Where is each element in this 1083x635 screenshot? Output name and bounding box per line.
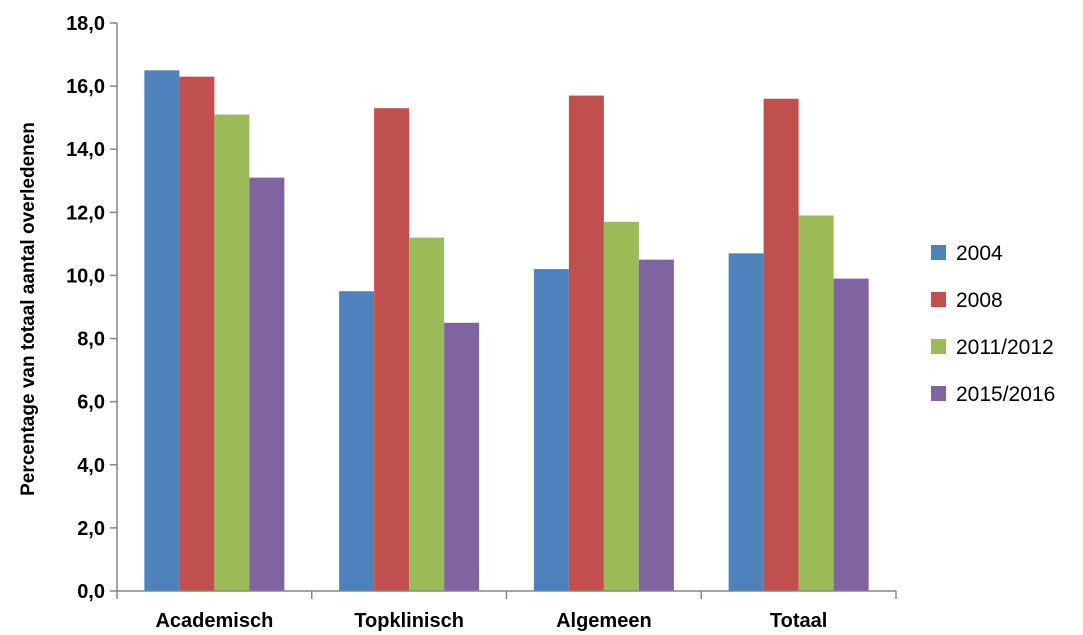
legend-swatch bbox=[931, 245, 946, 260]
y-tick-label: 4,0 bbox=[77, 455, 105, 477]
bar-2004-academisch bbox=[144, 70, 180, 592]
bar-2008-totaal bbox=[763, 98, 799, 591]
legend-swatch bbox=[931, 292, 946, 307]
bar-2004-algemeen bbox=[533, 269, 569, 591]
legend-label: 2011/2012 bbox=[956, 336, 1054, 359]
legend-label: 2004 bbox=[956, 242, 1003, 265]
y-tick-label: 8,0 bbox=[77, 329, 105, 351]
bar-2011-2012-algemeen bbox=[603, 221, 639, 592]
bar-2015-2016-algemeen bbox=[638, 259, 674, 591]
y-tick-label: 0,0 bbox=[77, 581, 105, 603]
y-tick-label: 10,0 bbox=[66, 265, 105, 287]
bar-2011-2012-topklinisch bbox=[409, 237, 445, 592]
y-axis: 0,0 2,0 4,0 6,0 8,0 10,0 12,0 14,0 16,0 18,0 bbox=[66, 13, 118, 603]
y-tick-label: 18,0 bbox=[66, 13, 105, 35]
legend-swatch bbox=[931, 339, 946, 354]
y-tick-label: 6,0 bbox=[77, 392, 105, 414]
y-tick-label: 2,0 bbox=[77, 518, 105, 540]
x-tick-label: Totaal bbox=[770, 610, 827, 632]
bar-2008-algemeen bbox=[568, 95, 604, 592]
y-tick-label: 12,0 bbox=[66, 202, 105, 224]
legend: 2004 2008 2011/2012 2015/2016 bbox=[931, 242, 1055, 406]
x-axis: Academisch Topklinisch Algemeen Totaal bbox=[116, 590, 897, 632]
legend-swatch bbox=[931, 386, 946, 401]
y-tick-label: 16,0 bbox=[66, 76, 105, 98]
bar-2015-2016-totaal bbox=[833, 278, 869, 591]
bar-2011-2012-totaal bbox=[798, 215, 834, 591]
bar-2004-topklinisch bbox=[339, 291, 375, 591]
bar-2008-academisch bbox=[179, 76, 215, 591]
bar-2011-2012-academisch bbox=[214, 114, 250, 591]
y-axis-title: Percentage van totaal aantal overledenen bbox=[18, 122, 39, 496]
bar-2015-2016-topklinisch bbox=[444, 322, 480, 591]
plot-area bbox=[144, 70, 869, 592]
x-tick-label: Academisch bbox=[155, 610, 273, 632]
bar-2015-2016-academisch bbox=[249, 177, 285, 591]
legend-label: 2015/2016 bbox=[956, 383, 1055, 406]
legend-label: 2008 bbox=[956, 289, 1003, 312]
x-tick-label: Algemeen bbox=[556, 610, 652, 632]
y-tick-label: 14,0 bbox=[66, 139, 105, 161]
x-tick-label: Topklinisch bbox=[354, 610, 464, 632]
bar-2004-totaal bbox=[728, 253, 764, 591]
bar-2008-topklinisch bbox=[374, 108, 410, 591]
